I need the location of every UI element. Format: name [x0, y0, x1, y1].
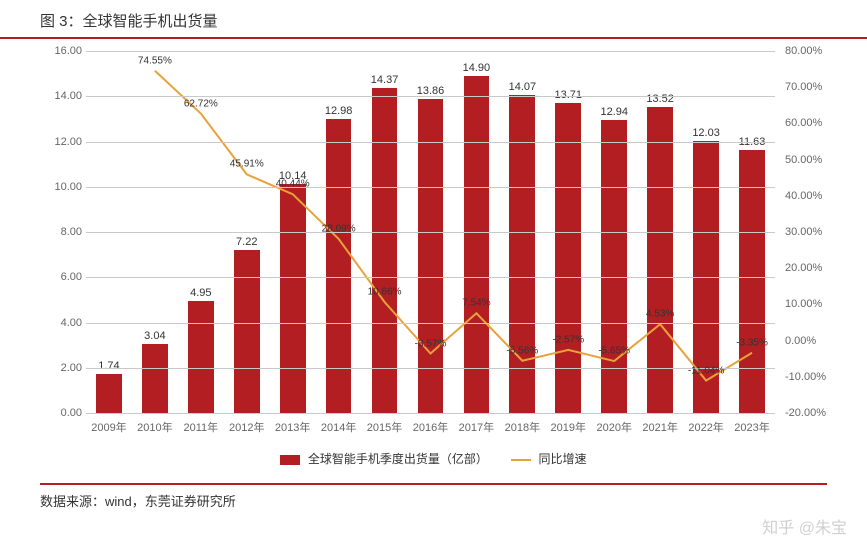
y-right-tick: 20.00% — [781, 262, 827, 274]
y-axis-left: 0.002.004.006.008.0010.0012.0014.0016.00 — [40, 51, 86, 413]
y-left-tick: 14.00 — [40, 90, 86, 102]
x-axis-label: 2022年 — [688, 419, 723, 435]
y-left-tick: 10.00 — [40, 181, 86, 193]
x-axis-label: 2015年 — [367, 419, 402, 435]
plot-region: 1.742009年3.042010年4.952011年7.222012年10.1… — [86, 51, 775, 413]
source-footer: 数据来源：wind，东莞证券研究所 — [40, 483, 827, 510]
y-right-tick: 70.00% — [781, 81, 827, 93]
watermark: 知乎 @朱宝 — [762, 514, 847, 538]
line-value-label: -5.65% — [598, 346, 630, 357]
x-axis-label: 2018年 — [505, 419, 540, 435]
y-left-tick: 0.00 — [40, 407, 86, 419]
x-axis-label: 2011年 — [183, 419, 218, 435]
grid-line — [86, 142, 775, 143]
y-left-tick: 6.00 — [40, 271, 86, 283]
chart-area: 0.002.004.006.008.0010.0012.0014.0016.00… — [40, 51, 827, 471]
line-swatch-icon — [511, 459, 531, 461]
y-left-tick: 2.00 — [40, 362, 86, 374]
source-text: 数据来源：wind，东莞证券研究所 — [40, 494, 236, 509]
x-axis-label: 2014年 — [321, 419, 356, 435]
grid-line — [86, 232, 775, 233]
y-right-tick: 60.00% — [781, 117, 827, 129]
x-axis-label: 2021年 — [642, 419, 677, 435]
y-left-tick: 4.00 — [40, 317, 86, 329]
line-value-label: 45.91% — [230, 159, 264, 170]
line-path — [155, 71, 752, 381]
grid-line — [86, 96, 775, 97]
x-axis-label: 2016年 — [413, 419, 448, 435]
y-right-tick: 10.00% — [781, 298, 827, 310]
y-right-tick: -20.00% — [781, 407, 827, 419]
x-axis-label: 2020年 — [596, 419, 631, 435]
grid-line — [86, 323, 775, 324]
line-value-label: 74.55% — [138, 55, 172, 66]
y-left-tick: 8.00 — [40, 226, 86, 238]
line-value-label: 7.54% — [462, 298, 490, 309]
x-axis-label: 2012年 — [229, 419, 264, 435]
legend-bar-label: 全球智能手机季度出货量（亿部） — [308, 452, 488, 466]
line-value-label: 28.09% — [322, 224, 356, 235]
y-left-tick: 16.00 — [40, 45, 86, 57]
grid-line — [86, 51, 775, 52]
grid-line — [86, 187, 775, 188]
chart-header: 图 3：全球智能手机出货量 — [0, 0, 867, 39]
y-axis-right: -20.00%-10.00%0.00%10.00%20.00%30.00%40.… — [781, 51, 827, 413]
y-right-tick: 80.00% — [781, 45, 827, 57]
y-right-tick: 0.00% — [781, 335, 827, 347]
y-right-tick: -10.00% — [781, 371, 827, 383]
x-axis-label: 2010年 — [137, 419, 172, 435]
bar-swatch-icon — [280, 455, 300, 465]
line-value-label: -3.57% — [415, 338, 447, 349]
line-value-label: 62.72% — [184, 98, 218, 109]
line-value-label: 40.44% — [276, 179, 310, 190]
x-axis-label: 2023年 — [734, 419, 769, 435]
y-right-tick: 30.00% — [781, 226, 827, 238]
x-axis-label: 2017年 — [459, 419, 494, 435]
line-value-label: -2.57% — [552, 334, 584, 345]
y-left-tick: 12.00 — [40, 136, 86, 148]
y-right-tick: 40.00% — [781, 190, 827, 202]
line-value-label: 4.53% — [646, 309, 674, 320]
x-axis-label: 2009年 — [91, 419, 126, 435]
y-right-tick: 50.00% — [781, 154, 827, 166]
grid-line — [86, 413, 775, 414]
line-value-label: 10.66% — [368, 287, 402, 298]
line-value-label: -3.35% — [736, 337, 768, 348]
legend: 全球智能手机季度出货量（亿部） 同比增速 — [40, 450, 827, 467]
x-axis-label: 2019年 — [551, 419, 586, 435]
legend-line: 同比增速 — [511, 450, 586, 467]
grid-line — [86, 277, 775, 278]
chart-title: 图 3：全球智能手机出货量 — [40, 13, 218, 30]
line-value-label: -11.04% — [688, 365, 725, 376]
legend-line-label: 同比增速 — [539, 452, 587, 466]
line-value-label: -5.56% — [507, 345, 539, 356]
x-axis-label: 2013年 — [275, 419, 310, 435]
grid-line — [86, 368, 775, 369]
legend-bar: 全球智能手机季度出货量（亿部） — [280, 450, 487, 467]
